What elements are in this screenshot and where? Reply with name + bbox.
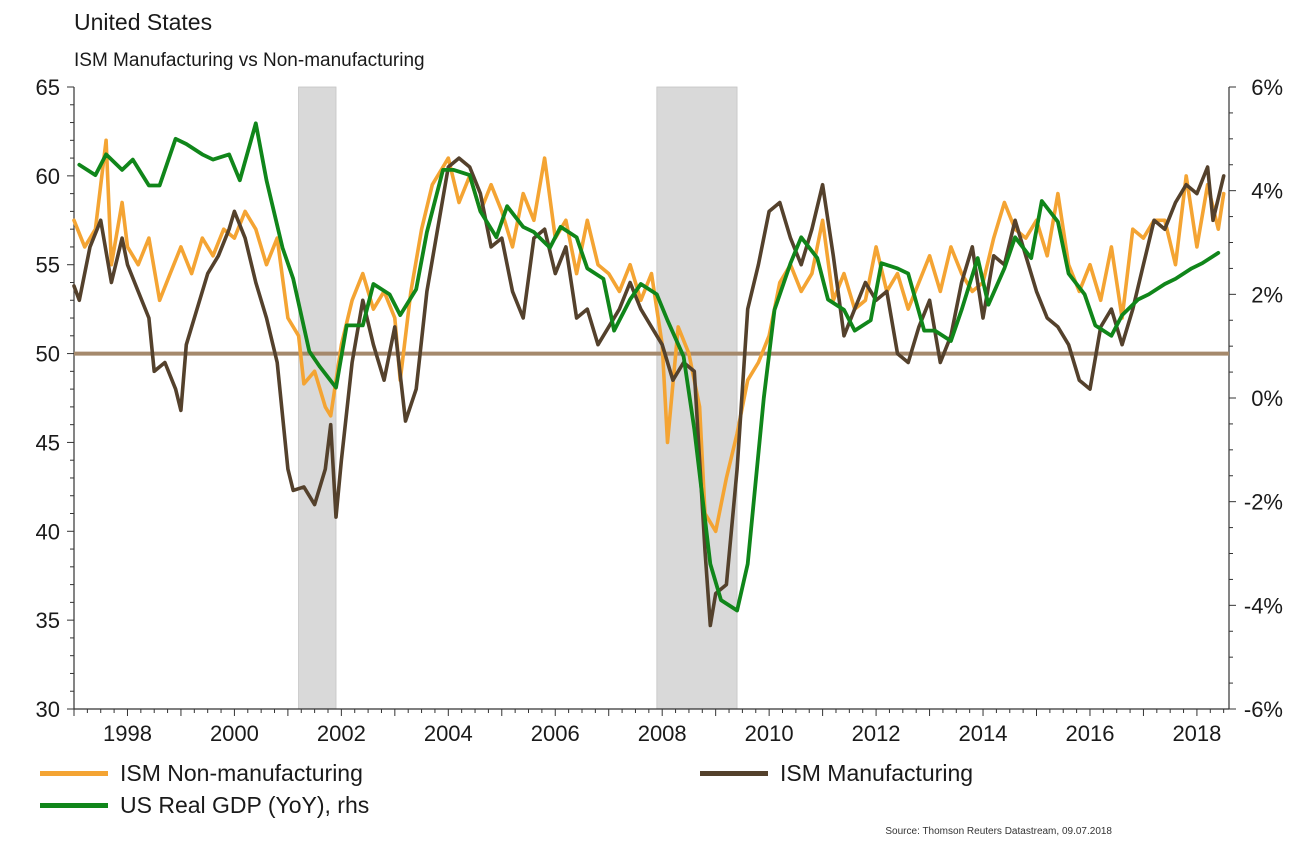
x-tick-label: 1998 xyxy=(103,721,152,746)
legend-swatch-manufacturing xyxy=(700,771,768,776)
left-tick-label: 50 xyxy=(36,342,60,367)
left-tick-label: 30 xyxy=(36,697,60,722)
left-tick-label: 40 xyxy=(36,519,60,544)
x-tick-label: 2014 xyxy=(959,721,1008,746)
right-tick-label: 4% xyxy=(1251,179,1283,204)
chart-title: United States xyxy=(74,9,213,35)
x-tick-label: 2002 xyxy=(317,721,366,746)
x-tick-label: 2008 xyxy=(638,721,687,746)
recession-band xyxy=(298,86,337,710)
x-tick-label: 2016 xyxy=(1065,721,1114,746)
left-tick-label: 55 xyxy=(36,253,60,278)
left-tick-label: 35 xyxy=(36,608,60,633)
series-line-gdp xyxy=(77,121,1221,613)
x-tick-label: 2004 xyxy=(424,721,473,746)
x-tick-label: 2010 xyxy=(745,721,794,746)
left-tick-label: 60 xyxy=(36,164,60,189)
legend-swatch-nonmanufacturing xyxy=(40,771,108,776)
legend-item-nonmanufacturing: ISM Non-manufacturing xyxy=(40,760,363,787)
tick-labels-group: 30 35 40 45 50 55 60 65 -6% -4% -2% 0% 2% 4% 6% 1998 200… xyxy=(36,75,1283,746)
right-tick-label: 2% xyxy=(1251,282,1283,307)
series-group xyxy=(72,121,1229,628)
legend-item-manufacturing: ISM Manufacturing xyxy=(700,760,973,787)
chart-subtitle: ISM Manufacturing vs Non-manufacturing xyxy=(74,50,425,71)
x-tick-label: 2018 xyxy=(1172,721,1221,746)
x-tick-label: 2006 xyxy=(531,721,580,746)
right-tick-label: 6% xyxy=(1251,75,1283,100)
legend-item-gdp: US Real GDP (YoY), rhs xyxy=(40,792,369,819)
legend-label-nonmanufacturing: ISM Non-manufacturing xyxy=(120,760,363,786)
source-note: Source: Thomson Reuters Datastream, 09.0… xyxy=(885,826,1112,837)
right-tick-label: -2% xyxy=(1244,490,1283,515)
legend-label-gdp: US Real GDP (YoY), rhs xyxy=(120,792,370,818)
x-tick-label: 2000 xyxy=(210,721,259,746)
left-tick-label: 65 xyxy=(36,75,60,100)
legend-swatch-gdp xyxy=(40,803,108,808)
right-tick-label: -6% xyxy=(1244,697,1283,722)
axis-ticks-group xyxy=(67,86,1236,716)
series-line-nonmanufacturing xyxy=(72,138,1226,534)
x-tick-label: 2012 xyxy=(852,721,901,746)
recession-shading-group xyxy=(298,86,738,710)
right-tick-label: -4% xyxy=(1244,593,1283,618)
legend-label-manufacturing: ISM Manufacturing xyxy=(780,760,974,786)
left-tick-label: 45 xyxy=(36,430,60,455)
right-tick-label: 0% xyxy=(1251,386,1283,411)
